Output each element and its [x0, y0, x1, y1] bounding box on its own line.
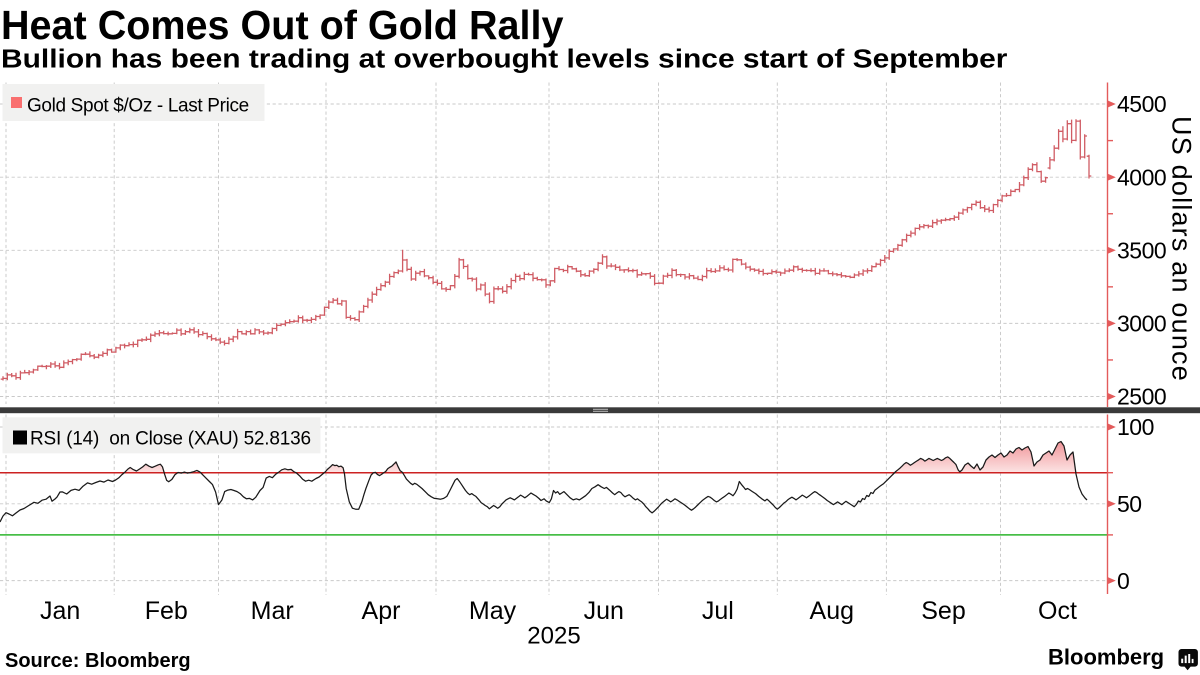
- svg-text:50: 50: [1117, 491, 1142, 517]
- svg-text:Source: Bloomberg: Source: Bloomberg: [5, 650, 191, 672]
- svg-text:Jun: Jun: [584, 597, 624, 625]
- svg-text:May: May: [469, 597, 517, 625]
- svg-text:Heat Comes Out of Gold Rally: Heat Comes Out of Gold Rally: [1, 2, 564, 48]
- svg-text:Bloomberg: Bloomberg: [1048, 645, 1164, 670]
- svg-text:Gold Spot $/Oz - Last Price: Gold Spot $/Oz - Last Price: [27, 96, 249, 117]
- svg-text:Bullion has been trading at ov: Bullion has been trading at overbought l…: [1, 44, 1008, 73]
- svg-text:2500: 2500: [1117, 384, 1166, 410]
- svg-text:3000: 3000: [1117, 311, 1166, 337]
- svg-text:Jan: Jan: [40, 597, 80, 625]
- svg-text:2025: 2025: [527, 623, 580, 650]
- svg-text:3500: 3500: [1117, 238, 1166, 264]
- svg-text:Apr: Apr: [362, 597, 401, 625]
- svg-text:Aug: Aug: [810, 597, 854, 625]
- svg-text:RSI (14) on Close (XAU) 52.81: RSI (14) on Close (XAU) 52.8136: [30, 429, 311, 450]
- svg-text:4000: 4000: [1117, 164, 1166, 190]
- svg-text:Feb: Feb: [145, 597, 188, 625]
- svg-text:4500: 4500: [1117, 91, 1166, 117]
- svg-text:Sep: Sep: [921, 597, 965, 625]
- svg-text:Jul: Jul: [702, 597, 734, 625]
- svg-text:0: 0: [1117, 568, 1129, 594]
- svg-text:US dollars an ounce: US dollars an ounce: [1167, 116, 1197, 382]
- svg-text:100: 100: [1117, 414, 1154, 440]
- svg-text:Oct: Oct: [1038, 597, 1077, 625]
- svg-text:Mar: Mar: [251, 597, 294, 625]
